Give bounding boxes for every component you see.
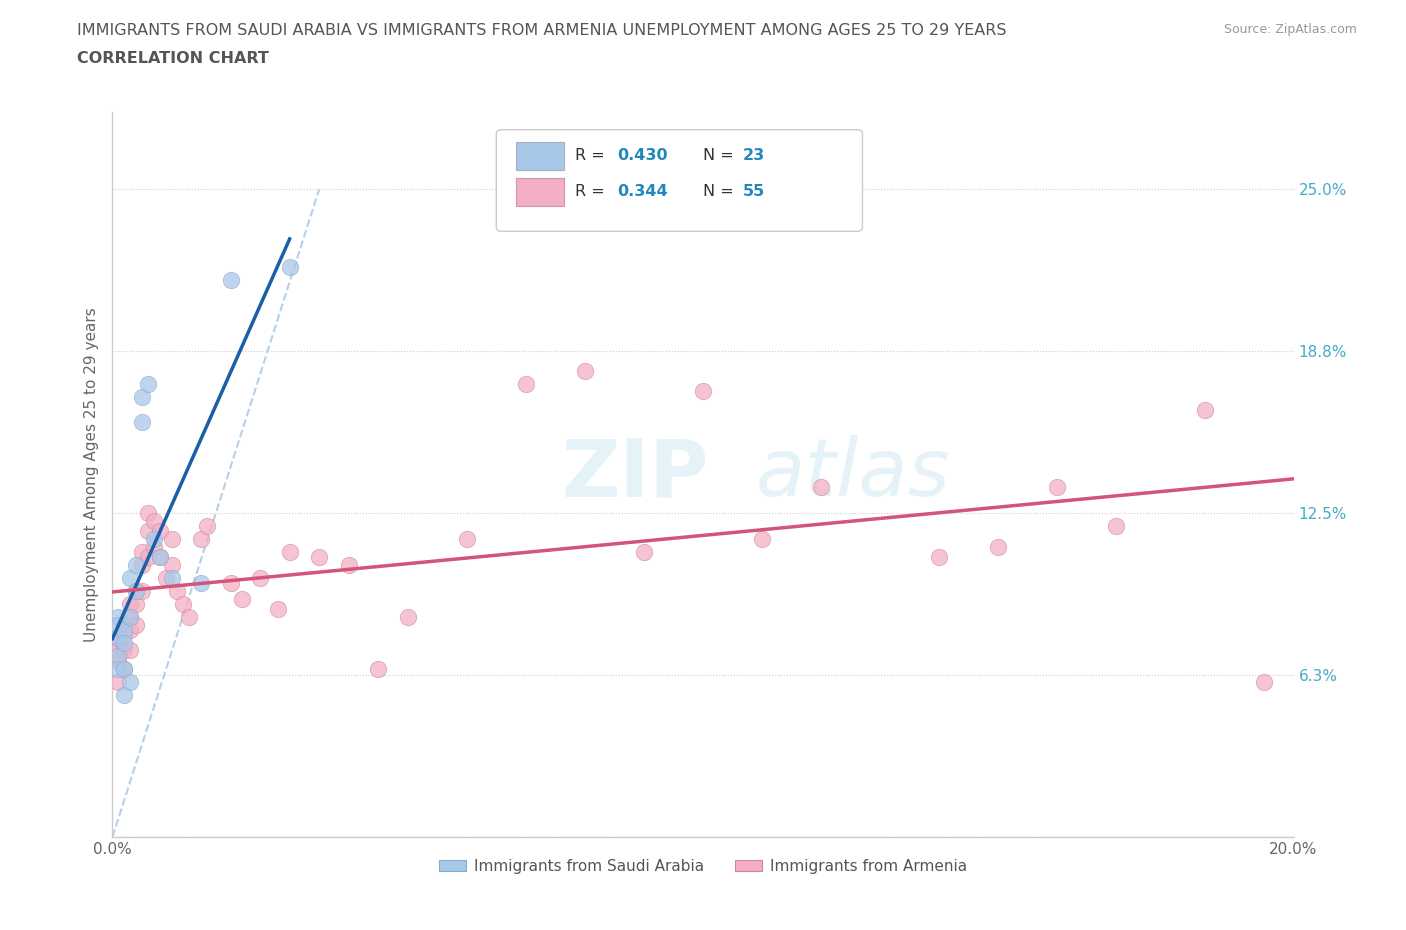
- Text: R =: R =: [575, 148, 610, 163]
- Point: [120, 622, 142, 637]
- Point: [179, 609, 201, 624]
- Point: [142, 539, 165, 554]
- Point: [928, 550, 950, 565]
- Point: [195, 519, 218, 534]
- Point: [456, 532, 478, 547]
- Point: [136, 524, 159, 538]
- Point: [112, 643, 135, 658]
- Point: [112, 622, 135, 637]
- Point: [131, 389, 153, 404]
- Point: [120, 596, 142, 611]
- Text: 23: 23: [744, 148, 765, 163]
- Point: [107, 654, 129, 669]
- Point: [249, 570, 271, 585]
- Point: [633, 545, 655, 560]
- Point: [107, 635, 129, 650]
- Point: [125, 583, 148, 598]
- Point: [267, 602, 290, 617]
- Point: [120, 570, 142, 585]
- Text: atlas: atlas: [756, 435, 950, 513]
- Point: [692, 384, 714, 399]
- Point: [574, 364, 596, 379]
- Point: [278, 545, 301, 560]
- Point: [107, 618, 129, 632]
- Text: 0.430: 0.430: [617, 148, 668, 163]
- Text: Source: ZipAtlas.com: Source: ZipAtlas.com: [1223, 23, 1357, 36]
- Point: [166, 583, 188, 598]
- Text: 55: 55: [744, 184, 765, 199]
- Point: [337, 558, 360, 573]
- Point: [107, 661, 129, 676]
- Point: [120, 609, 142, 624]
- Point: [155, 570, 177, 585]
- Point: [190, 576, 212, 591]
- Point: [160, 558, 183, 573]
- Point: [231, 591, 253, 606]
- Point: [125, 583, 148, 598]
- Y-axis label: Unemployment Among Ages 25 to 29 years: Unemployment Among Ages 25 to 29 years: [83, 307, 98, 642]
- Point: [160, 570, 183, 585]
- Point: [219, 272, 242, 287]
- Point: [1046, 480, 1069, 495]
- Point: [987, 539, 1010, 554]
- Point: [396, 609, 419, 624]
- Point: [131, 583, 153, 598]
- Point: [136, 506, 159, 521]
- Point: [112, 661, 135, 676]
- Point: [190, 532, 212, 547]
- Text: N =: N =: [703, 148, 740, 163]
- FancyBboxPatch shape: [516, 142, 564, 169]
- Point: [149, 550, 172, 565]
- Point: [149, 524, 172, 538]
- Point: [142, 532, 165, 547]
- Point: [149, 550, 172, 565]
- Point: [136, 550, 159, 565]
- Point: [1194, 402, 1216, 417]
- Point: [172, 596, 194, 611]
- Point: [751, 532, 773, 547]
- Point: [112, 618, 135, 632]
- Point: [107, 631, 129, 645]
- Point: [120, 643, 142, 658]
- Point: [125, 558, 148, 573]
- Point: [219, 576, 242, 591]
- Point: [120, 609, 142, 624]
- Point: [1105, 519, 1128, 534]
- Point: [367, 661, 389, 676]
- Point: [278, 259, 301, 274]
- Point: [131, 545, 153, 560]
- Point: [810, 480, 832, 495]
- Point: [107, 674, 129, 689]
- Point: [131, 558, 153, 573]
- Text: ZIP: ZIP: [561, 435, 709, 513]
- Point: [112, 635, 135, 650]
- Legend: Immigrants from Saudi Arabia, Immigrants from Armenia: Immigrants from Saudi Arabia, Immigrants…: [433, 853, 973, 880]
- Point: [136, 377, 159, 392]
- Point: [107, 643, 129, 658]
- Text: R =: R =: [575, 184, 610, 199]
- Point: [107, 648, 129, 663]
- Point: [308, 550, 330, 565]
- Point: [112, 687, 135, 702]
- Point: [120, 674, 142, 689]
- Point: [160, 532, 183, 547]
- Point: [112, 628, 135, 643]
- Text: N =: N =: [703, 184, 740, 199]
- Point: [125, 596, 148, 611]
- Point: [515, 377, 537, 392]
- Point: [125, 618, 148, 632]
- FancyBboxPatch shape: [496, 130, 862, 232]
- Point: [1253, 674, 1275, 689]
- FancyBboxPatch shape: [516, 179, 564, 206]
- Text: IMMIGRANTS FROM SAUDI ARABIA VS IMMIGRANTS FROM ARMENIA UNEMPLOYMENT AMONG AGES : IMMIGRANTS FROM SAUDI ARABIA VS IMMIGRAN…: [77, 23, 1007, 38]
- Text: CORRELATION CHART: CORRELATION CHART: [77, 51, 269, 66]
- Point: [131, 415, 153, 430]
- Point: [107, 609, 129, 624]
- Point: [112, 661, 135, 676]
- Text: 0.344: 0.344: [617, 184, 668, 199]
- Point: [142, 513, 165, 528]
